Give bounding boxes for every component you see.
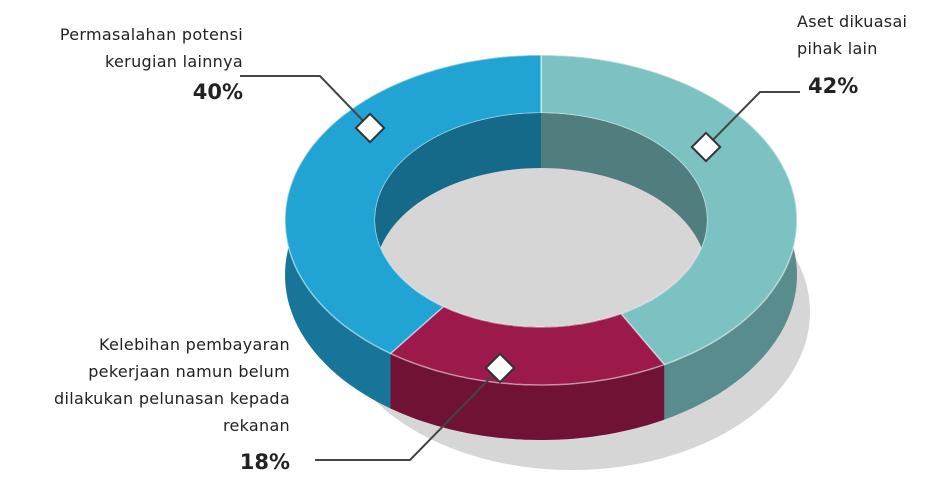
value-label: 18% <box>239 450 290 474</box>
label: Aset dikuasai pihak lain <box>797 12 908 58</box>
marker <box>354 112 386 144</box>
leader-line <box>315 367 501 461</box>
leaders <box>240 75 800 461</box>
label: Kelebihan pembayaran pekerjaan namun bel… <box>54 335 290 435</box>
value-label: 42% <box>808 74 859 98</box>
leader-line <box>705 91 800 148</box>
side <box>390 353 665 440</box>
tops <box>284 54 798 386</box>
side-shade <box>390 353 665 440</box>
value-label: 40% <box>192 80 243 104</box>
leader-line <box>240 75 371 129</box>
marker <box>484 352 516 384</box>
marker <box>690 131 722 163</box>
label: Permasalahan potensi kerugian lainnya <box>59 25 243 71</box>
